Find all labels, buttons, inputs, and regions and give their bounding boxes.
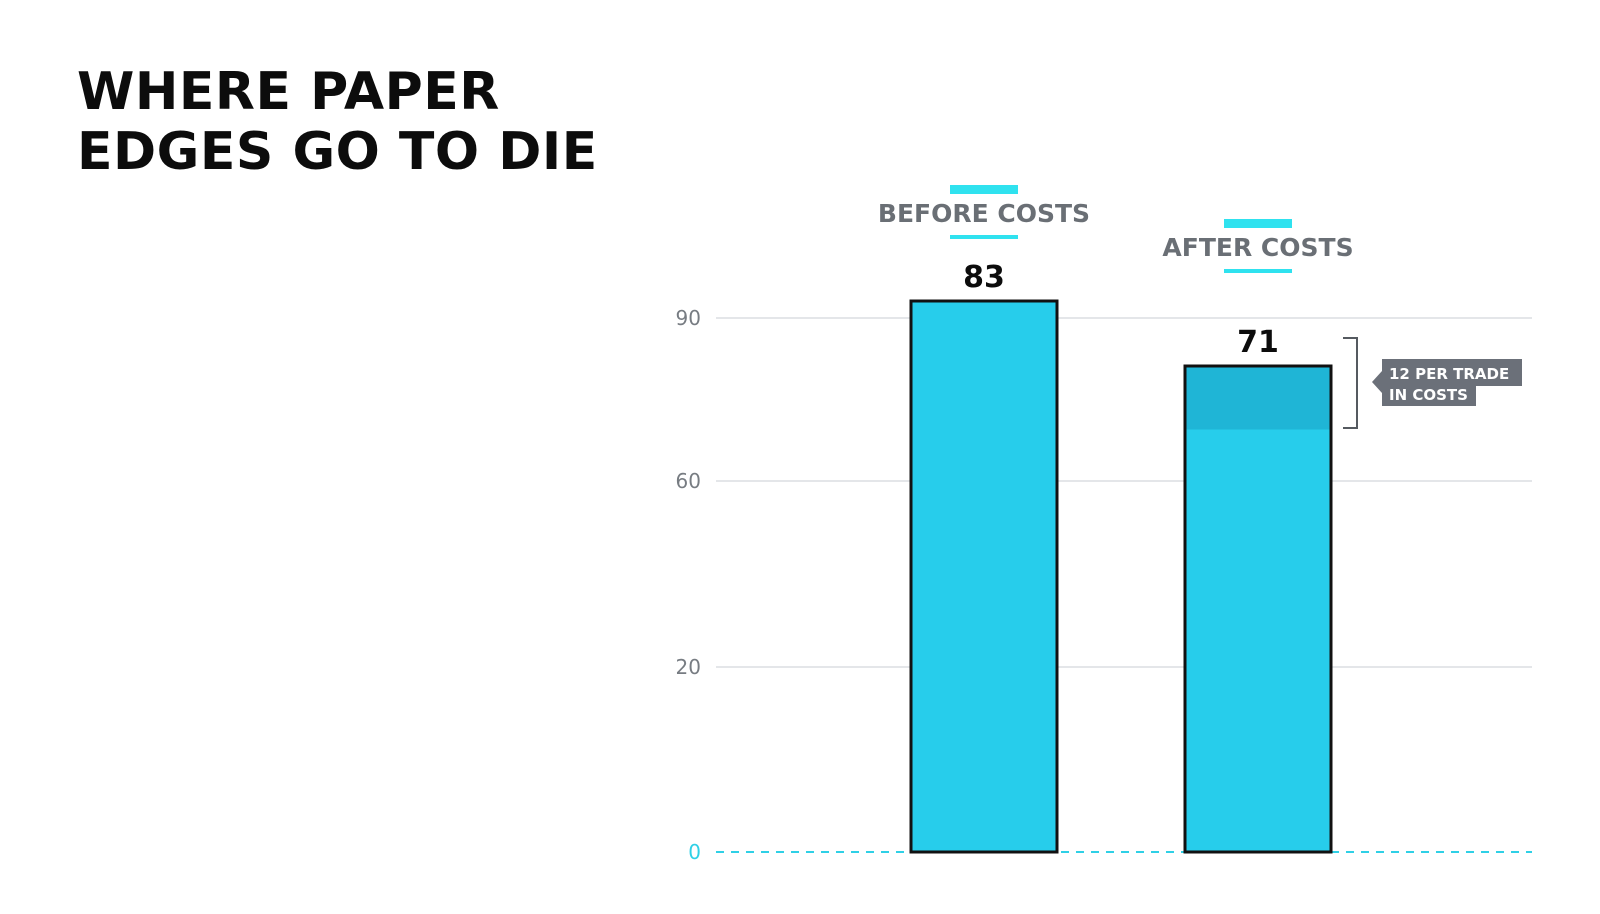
annotation-line2: IN COSTS: [1389, 386, 1468, 404]
value-label-2: 71: [1237, 325, 1279, 360]
category-accent-bottom-2: [1224, 269, 1292, 273]
annotation-line1: 12 PER TRADE: [1389, 365, 1509, 383]
y-tick-label-20: 20: [676, 655, 701, 679]
cost-annotation: 12 PER TRADE IN COSTS: [1186, 337, 1522, 430]
category-label-2: AFTER COSTS: [1162, 233, 1353, 262]
category-accent-top-2: [1224, 219, 1292, 228]
cost-band: [1186, 367, 1330, 430]
label-layer: 83 BEFORE COSTS 71 AFTER COSTS: [878, 185, 1354, 360]
slide-title: WHERE PAPER EDGES GO TO DIE: [77, 62, 598, 182]
y-tick-label-60: 60: [676, 469, 701, 493]
category-accent-bottom-1: [950, 235, 1018, 239]
y-tick-label-90: 90: [676, 306, 701, 330]
bar-2: [1183, 364, 1333, 854]
annotation-label-box: [1372, 359, 1522, 406]
slide-title-line2: EDGES GO TO DIE: [77, 122, 598, 182]
cost-bracket: [1343, 337, 1358, 429]
bar-1: [909, 299, 1059, 854]
bar-layer: [909, 299, 1333, 854]
grid-layer: 0 20 60 90: [676, 306, 1532, 864]
category-label-1: BEFORE COSTS: [878, 199, 1090, 228]
y-tick-label-0: 0: [688, 840, 701, 864]
slide-title-line1: WHERE PAPER: [77, 62, 500, 122]
category-accent-top-1: [950, 185, 1018, 194]
value-label-1: 83: [963, 260, 1005, 295]
